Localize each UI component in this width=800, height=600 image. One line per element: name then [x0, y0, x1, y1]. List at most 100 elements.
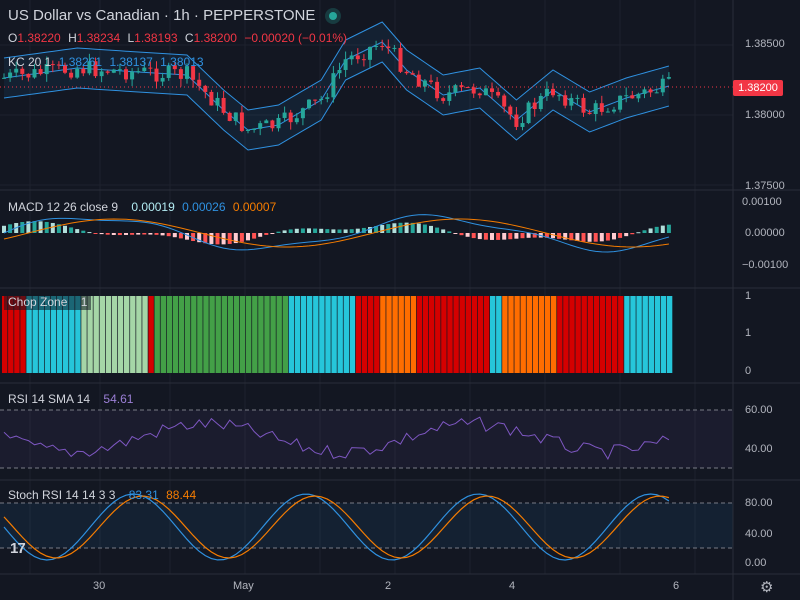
chop-zone-legend[interactable]: Chop Zone 1 [4, 294, 92, 310]
macd-histogram-bar [410, 222, 415, 233]
candle [331, 73, 336, 98]
candle [44, 64, 49, 75]
chop-zone-bar [593, 296, 600, 373]
symbol-title[interactable]: US Dollar vs Canadian · 1h · PEPPERSTONE [8, 7, 341, 24]
candle [221, 97, 226, 113]
chop-zone-bar [221, 296, 227, 373]
candle [337, 69, 342, 74]
candle [87, 61, 92, 74]
stoch-rsi-pane[interactable] [0, 493, 733, 561]
stoch-tick: 80.00 [745, 497, 773, 509]
macd-legend[interactable]: MACD 12 26 close 9 0.00019 0.00026 0.000… [8, 200, 280, 214]
chop-zone-pane[interactable] [2, 296, 673, 373]
market-open-icon [329, 12, 338, 21]
macd-histogram-bar [502, 233, 507, 240]
chop-zone-bar [209, 296, 215, 373]
macd-label: MACD 12 26 close 9 [8, 200, 119, 214]
candlestick-series[interactable] [2, 39, 671, 136]
chop-zone-bar [81, 296, 87, 373]
candle [56, 64, 61, 66]
high-value: 1.38234 [76, 31, 121, 45]
candle [270, 120, 275, 129]
macd-histogram-bar [599, 233, 604, 242]
candle [551, 88, 555, 96]
stoch-label: Stoch RSI 14 14 3 3 [8, 488, 116, 502]
candle [654, 92, 659, 94]
candle [435, 81, 440, 99]
chop-zone-bar [26, 296, 32, 373]
candle [8, 72, 13, 78]
macd-tick: −0.00100 [742, 259, 789, 271]
macd-histogram-bar [233, 233, 238, 244]
symbol-title-text: US Dollar vs Canadian · 1h · PEPPERSTONE [8, 7, 316, 24]
macd-histogram-bar [465, 233, 470, 237]
candle [581, 97, 586, 113]
candle [587, 112, 592, 114]
macd-histogram-bar [386, 224, 391, 233]
chop-zone-bar [69, 296, 75, 373]
chop-zone-bar [239, 296, 246, 373]
candle [453, 85, 458, 93]
chop-zone-bar [563, 296, 569, 373]
time-tick: 4 [509, 580, 516, 592]
macd-histogram-bar [666, 224, 671, 233]
chop-zone-bar [459, 296, 465, 373]
macd-histogram-bar [69, 227, 74, 233]
chop-tick: 1 [745, 327, 752, 339]
chop-zone-bar [203, 296, 209, 373]
chop-zone-bar [8, 296, 14, 373]
macd-histogram-bar [209, 233, 214, 244]
chop-zone-bar [557, 296, 563, 373]
macd-histogram-bar [258, 233, 263, 237]
candle [563, 95, 568, 106]
stoch-k-value: 83.31 [128, 488, 159, 502]
macd-histogram-bar [331, 229, 336, 233]
candle [63, 64, 67, 73]
kc-legend[interactable]: KC 20 1 1.38261 1.38137 1.38013 [8, 55, 208, 69]
macd-pane[interactable] [2, 214, 671, 253]
stoch-rsi-legend[interactable]: Stoch RSI 14 14 3 3 83.31 88.44 [8, 488, 200, 502]
macd-histogram-bar [307, 228, 311, 233]
macd-histogram-bar [532, 233, 537, 238]
rsi-tick: 60.00 [745, 404, 773, 416]
chop-tick: 1 [745, 290, 752, 302]
macd-histogram-bar [44, 221, 49, 233]
low-value: 1.38193 [134, 31, 178, 45]
candle [660, 78, 665, 93]
chop-zone-bar [233, 296, 240, 373]
tradingview-logo-icon[interactable]: 17 [10, 540, 26, 557]
chop-zone-bar [398, 296, 404, 373]
price-tick: 1.38000 [745, 109, 785, 121]
candle [307, 99, 311, 109]
chop-zone-bar [160, 296, 166, 373]
macd-histogram-bar [563, 233, 568, 240]
rsi-pane[interactable] [0, 409, 733, 469]
chop-zone-bar [477, 296, 484, 373]
macd-histogram-bar [368, 227, 372, 233]
candle [294, 118, 299, 123]
candle [496, 91, 501, 96]
candle [282, 112, 287, 118]
chop-zone-bar [605, 296, 612, 373]
chop-zone-bar [502, 296, 508, 373]
chop-zone-bar [642, 296, 648, 373]
stoch-d-line [3, 495, 670, 559]
candle [142, 67, 147, 72]
chop-zone-bar [166, 296, 173, 373]
rsi-legend[interactable]: RSI 14 SMA 14 54.61 [8, 392, 137, 406]
macd-histogram-bar [87, 232, 92, 234]
candle [185, 66, 189, 79]
macd-histogram-bar [148, 233, 153, 235]
candle [288, 112, 293, 123]
gear-icon[interactable]: ⚙ [760, 579, 774, 596]
chop-zone-bar [75, 296, 81, 373]
candle [111, 69, 116, 73]
chop-zone-bar [14, 296, 20, 373]
macd-histogram-bar [593, 233, 598, 242]
macd-histogram-bar [447, 231, 452, 233]
macd-histogram-bar [459, 233, 464, 236]
candle [343, 59, 348, 70]
chop-zone-bar [270, 296, 276, 373]
kc-upper-line [3, 21, 670, 111]
